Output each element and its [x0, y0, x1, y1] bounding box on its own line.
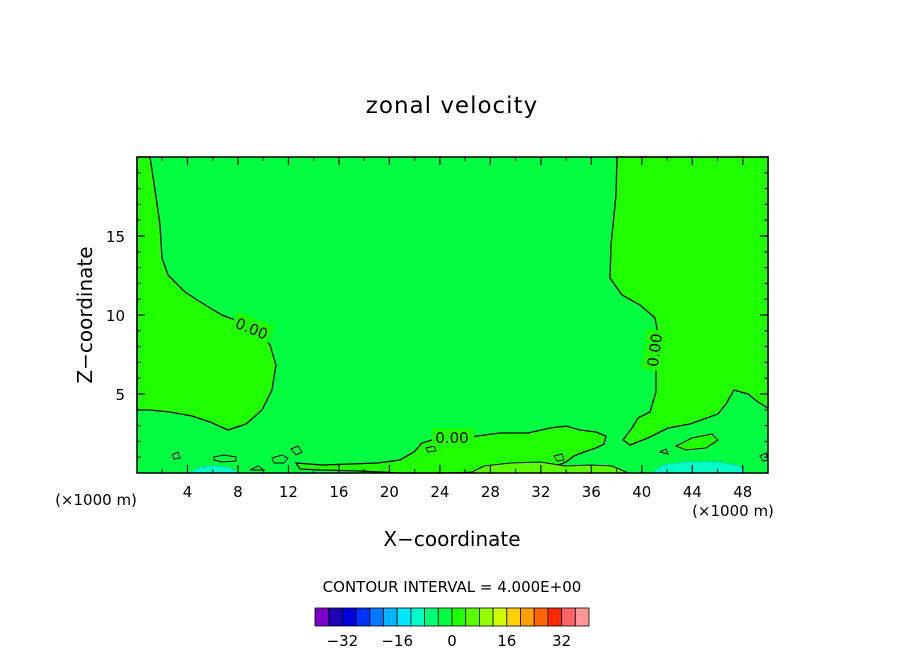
y-tick-label: 10	[106, 307, 125, 325]
x-unit-left: (×1000 m)	[55, 491, 137, 509]
chart-title: zonal velocity	[366, 93, 538, 119]
x-tick-label: 40	[632, 483, 651, 501]
minor-contours	[171, 445, 769, 471]
x-tick-label: 12	[279, 483, 298, 501]
colorbar-swatch	[437, 607, 453, 627]
colorbar-swatch	[478, 607, 494, 627]
x-tick-label: 24	[430, 483, 449, 501]
plot-area	[136, 156, 769, 474]
x-tick-label: 48	[733, 483, 752, 501]
colorbar-tick-label: 32	[552, 632, 571, 650]
colorbar-swatch	[533, 607, 549, 627]
x-axis-label: X−coordinate	[383, 527, 520, 551]
colorbar-swatch	[383, 607, 398, 627]
x-tick-label: 4	[183, 483, 193, 501]
colorbar-swatch	[520, 607, 535, 627]
y-tick-label: 5	[115, 386, 125, 404]
colorbar-swatch	[424, 607, 439, 627]
x-tick-label: 44	[683, 483, 702, 501]
contour-label-right: 0.00	[644, 332, 666, 368]
contour-label-bottom: 0.00	[435, 429, 468, 447]
small-positive-cell	[674, 433, 719, 451]
colorbar: −32 −16 0 16 32	[314, 607, 590, 650]
contour-interval-text: CONTOUR INTERVAL = 4.000E+00	[323, 578, 582, 596]
colorbar-swatch	[465, 607, 480, 627]
y-tick-label: 15	[106, 228, 125, 246]
colorbar-swatch	[574, 607, 590, 627]
colorbar-tick-label: −16	[381, 632, 413, 650]
x-unit-right: (×1000 m)	[692, 502, 774, 520]
colorbar-tick-label: −32	[327, 632, 359, 650]
x-tick-label: 16	[329, 483, 348, 501]
colorbar-swatch	[410, 607, 425, 627]
x-tick-label: 8	[233, 483, 243, 501]
colorbar-swatch	[328, 607, 343, 627]
colorbar-tick-label: 0	[447, 632, 457, 650]
x-tick-label: 32	[531, 483, 550, 501]
colorbar-swatch	[314, 607, 330, 627]
colorbar-swatch	[396, 607, 412, 627]
x-tick-label: 36	[582, 483, 601, 501]
colorbar-swatch	[561, 607, 576, 627]
x-tick-label: 20	[380, 483, 399, 501]
colorbar-swatch	[451, 607, 467, 627]
colorbar-swatch	[369, 607, 384, 627]
y-axis-label: Z−coordinate	[73, 246, 97, 383]
colorbar-swatch	[506, 607, 521, 627]
colorbar-swatch	[341, 607, 357, 627]
x-tick-label: 28	[481, 483, 500, 501]
positive-region-right	[609, 156, 769, 446]
colorbar-swatch	[547, 607, 563, 627]
colorbar-tick-label: 16	[497, 632, 516, 650]
colorbar-swatch	[355, 607, 371, 627]
colorbar-swatch	[492, 607, 508, 627]
positive-region-left	[136, 156, 277, 431]
